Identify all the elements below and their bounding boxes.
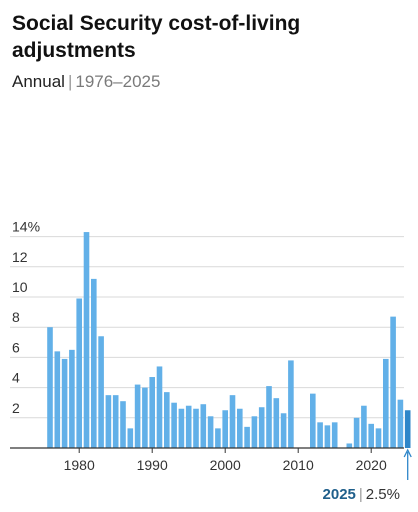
y-tick-label-10: 10 bbox=[12, 279, 28, 295]
bar-2008 bbox=[280, 413, 287, 448]
bar-1982 bbox=[91, 278, 97, 448]
bar-1985 bbox=[112, 395, 119, 448]
bar-1984 bbox=[105, 395, 112, 448]
y-tick-label-14: 14% bbox=[12, 219, 40, 235]
bar-1976 bbox=[47, 327, 53, 448]
bar-2007 bbox=[273, 398, 280, 448]
bar-2020 bbox=[368, 423, 374, 448]
bar-1989 bbox=[142, 387, 148, 448]
bar-1996 bbox=[193, 408, 199, 448]
bar-1993 bbox=[171, 402, 177, 448]
bar-2018 bbox=[353, 417, 360, 448]
callout-value: 2.5% bbox=[365, 486, 400, 503]
bar-1997 bbox=[200, 404, 207, 448]
bar-2009 bbox=[288, 360, 294, 448]
bar-2025 bbox=[404, 410, 411, 448]
subtitle-range: 1976–2025 bbox=[75, 72, 161, 91]
bar-2024 bbox=[397, 399, 404, 448]
x-tick-label-1990: 1990 bbox=[137, 457, 168, 473]
x-tick-label-1980: 1980 bbox=[64, 457, 95, 473]
x-axis bbox=[10, 447, 404, 453]
bar-1999 bbox=[215, 428, 221, 448]
x-tick-label-2000: 2000 bbox=[210, 457, 241, 473]
bar-1983 bbox=[98, 336, 104, 448]
bar-1994 bbox=[178, 408, 185, 448]
bar-1995 bbox=[185, 405, 192, 448]
gridlines bbox=[10, 236, 404, 419]
bar-1978 bbox=[61, 358, 68, 448]
bar-2019 bbox=[361, 405, 367, 448]
y-axis-tick-labels: 2 4 6 8 10 12 14% bbox=[12, 219, 40, 416]
bar-1979 bbox=[69, 349, 75, 448]
bar-2012 bbox=[310, 393, 316, 448]
subtitle-separator: | bbox=[67, 72, 73, 91]
bar-1981 bbox=[83, 232, 90, 448]
x-tick-label-2020: 2020 bbox=[356, 457, 387, 473]
bar-1988 bbox=[134, 384, 141, 448]
callout-year: 2025 bbox=[322, 486, 356, 503]
bar-2015 bbox=[331, 422, 338, 448]
bar-2002 bbox=[237, 408, 243, 448]
bar-1980 bbox=[76, 298, 82, 448]
bar-1977 bbox=[54, 351, 61, 448]
bar-2021 bbox=[375, 428, 382, 448]
bar-2001 bbox=[229, 395, 236, 448]
highlight-callout: 2025 | 2.5% bbox=[323, 486, 400, 503]
bar-2005 bbox=[258, 407, 265, 448]
y-tick-label-4: 4 bbox=[12, 370, 20, 386]
bar-2003 bbox=[244, 426, 250, 448]
bar-1987 bbox=[127, 428, 134, 448]
bar-2000 bbox=[222, 410, 228, 448]
bar-2017 bbox=[346, 443, 353, 448]
bar-2014 bbox=[324, 425, 331, 448]
x-axis-tick-labels: 1980 1990 2000 2010 2020 bbox=[64, 457, 387, 473]
bar-2013 bbox=[317, 422, 323, 448]
bar-2004 bbox=[251, 416, 258, 448]
highlight-pointer-arrowhead bbox=[403, 448, 412, 458]
bars bbox=[47, 232, 411, 448]
bar-2023 bbox=[390, 316, 396, 448]
chart-subtitle: Annual | 1976–2025 bbox=[12, 72, 160, 92]
bar-1991 bbox=[156, 366, 163, 448]
bar-1998 bbox=[207, 416, 214, 448]
chart-title: Social Security cost-of-living adjustmen… bbox=[12, 12, 301, 62]
y-tick-label-6: 6 bbox=[12, 339, 20, 355]
bar-2022 bbox=[383, 358, 389, 448]
subtitle-label: Annual bbox=[12, 72, 65, 91]
y-tick-label-8: 8 bbox=[12, 309, 20, 325]
y-tick-label-12: 12 bbox=[12, 249, 28, 265]
x-tick-label-2010: 2010 bbox=[283, 457, 314, 473]
highlight-marker bbox=[403, 448, 412, 480]
callout-separator: | bbox=[358, 486, 363, 503]
y-tick-label-2: 2 bbox=[12, 400, 20, 416]
bar-1990 bbox=[149, 377, 155, 448]
bar-2006 bbox=[266, 386, 272, 448]
bar-1986 bbox=[120, 401, 126, 448]
bar-1992 bbox=[164, 392, 170, 448]
